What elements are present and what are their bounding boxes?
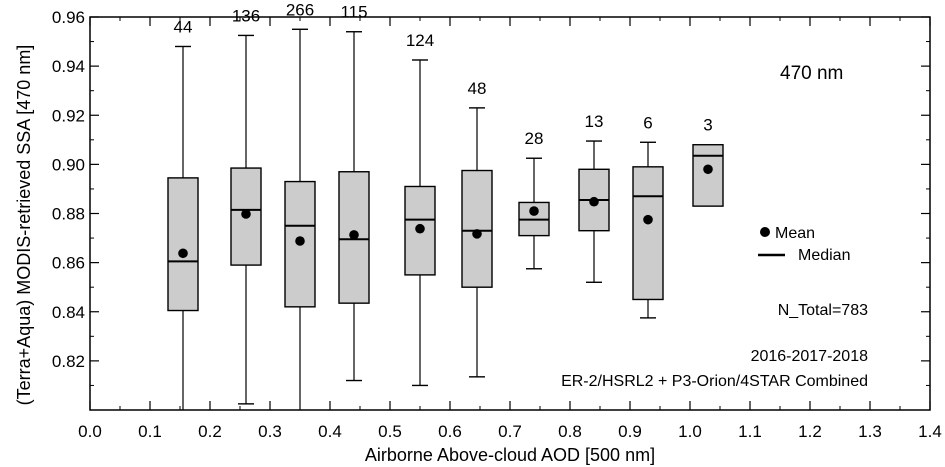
y-tick-label: 0.86 bbox=[52, 254, 85, 273]
x-tick-label: 0.6 bbox=[438, 422, 462, 441]
y-tick-label: 0.90 bbox=[52, 155, 85, 174]
box-iqr bbox=[692, 144, 724, 207]
annotation-wavelength: 470 nm bbox=[780, 63, 843, 84]
x-tick-label: 0.3 bbox=[258, 422, 282, 441]
x-tick-label: 1.2 bbox=[798, 422, 822, 441]
mean-marker bbox=[241, 209, 251, 219]
box-group: 44 bbox=[167, 17, 199, 410]
x-tick-label: 0.4 bbox=[318, 422, 342, 441]
box-group: 13 bbox=[578, 112, 610, 283]
y-tick-label: 0.84 bbox=[52, 303, 85, 322]
x-tick-label: 0.8 bbox=[558, 422, 582, 441]
count-label: 3 bbox=[703, 116, 712, 135]
annotation-years: 2016-2017-2018 bbox=[751, 348, 869, 365]
mean-marker bbox=[589, 196, 599, 207]
mean-marker bbox=[295, 236, 305, 246]
count-label: 6 bbox=[643, 113, 652, 132]
y-tick-label: 0.92 bbox=[52, 106, 85, 125]
y-tick-label: 0.88 bbox=[52, 205, 85, 224]
box-iqr bbox=[167, 177, 199, 312]
box-group: 124 bbox=[404, 31, 436, 387]
mean-marker bbox=[349, 230, 359, 240]
y-tick-label: 0.96 bbox=[52, 8, 85, 27]
box-iqr bbox=[461, 169, 493, 288]
x-tick-label: 0.1 bbox=[138, 422, 162, 441]
legend: Mean Median bbox=[758, 225, 850, 264]
annotation-n-total: N_Total=783 bbox=[778, 302, 868, 319]
box-group: 115 bbox=[338, 3, 370, 382]
box-group: 3 bbox=[692, 116, 724, 207]
y-tick-label: 0.94 bbox=[52, 57, 85, 76]
x-tick-label: 1.3 bbox=[858, 422, 882, 441]
mean-marker bbox=[415, 223, 425, 234]
mean-marker bbox=[472, 229, 482, 239]
box-iqr bbox=[632, 166, 664, 301]
x-tick-label: 0.5 bbox=[378, 422, 402, 441]
y-axis-title: (Terra+Aqua) MODIS-retrieved SSA [470 nm… bbox=[14, 45, 34, 406]
mean-marker bbox=[703, 164, 713, 175]
x-tick-label: 0.7 bbox=[498, 422, 522, 441]
x-tick-label: 1.4 bbox=[918, 422, 942, 441]
count-label: 48 bbox=[468, 79, 487, 98]
x-axis-title: Airborne Above-cloud AOD [500 nm] bbox=[365, 445, 655, 465]
mean-marker bbox=[529, 206, 539, 216]
box-group: 6 bbox=[632, 113, 664, 319]
mean-marker bbox=[643, 214, 653, 225]
x-tick-label: 0.2 bbox=[198, 422, 222, 441]
box-group: 28 bbox=[518, 129, 550, 270]
count-label: 28 bbox=[525, 129, 544, 148]
y-tick-label: 0.82 bbox=[52, 352, 85, 371]
legend-median-label: Median bbox=[798, 247, 850, 264]
count-label: 266 bbox=[286, 0, 314, 19]
box-group: 266 bbox=[284, 0, 316, 410]
annotation-source: ER-2/HSRL2 + P3-Orion/4STAR Combined bbox=[561, 373, 868, 390]
box-group: 136 bbox=[230, 6, 262, 405]
x-tick-label: 1.0 bbox=[678, 422, 702, 441]
x-tick-label: 0.0 bbox=[78, 422, 102, 441]
legend-mean-marker bbox=[760, 227, 770, 237]
box-group: 48 bbox=[461, 79, 493, 378]
count-label: 13 bbox=[585, 112, 604, 131]
mean-marker bbox=[178, 248, 188, 259]
count-label: 136 bbox=[232, 6, 260, 25]
legend-mean-label: Mean bbox=[775, 225, 815, 242]
x-tick-label: 1.1 bbox=[738, 422, 762, 441]
x-tick-label: 0.9 bbox=[618, 422, 642, 441]
count-label: 115 bbox=[340, 3, 367, 22]
count-label: 44 bbox=[174, 17, 193, 36]
ticks-layer: 0.0 0.1 0.2 0.3 0.4 0.5 0.6 0.7 0.8 0.9 1.0 1.1 1.2 1… bbox=[52, 8, 942, 441]
count-label: 124 bbox=[406, 31, 434, 50]
